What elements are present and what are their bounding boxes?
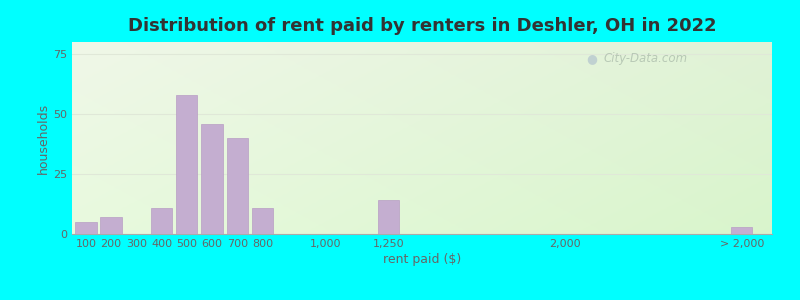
Bar xyxy=(100,217,122,234)
Text: City-Data.com: City-Data.com xyxy=(604,52,688,64)
Y-axis label: households: households xyxy=(38,102,50,174)
X-axis label: rent paid ($): rent paid ($) xyxy=(383,253,461,266)
Text: ●: ● xyxy=(586,52,598,64)
Bar xyxy=(378,200,399,234)
Bar xyxy=(176,95,198,234)
Bar xyxy=(151,208,172,234)
Bar xyxy=(252,208,273,234)
Bar xyxy=(75,222,97,234)
Bar xyxy=(731,227,753,234)
Bar xyxy=(226,138,248,234)
Title: Distribution of rent paid by renters in Deshler, OH in 2022: Distribution of rent paid by renters in … xyxy=(128,17,716,35)
Bar xyxy=(202,124,222,234)
